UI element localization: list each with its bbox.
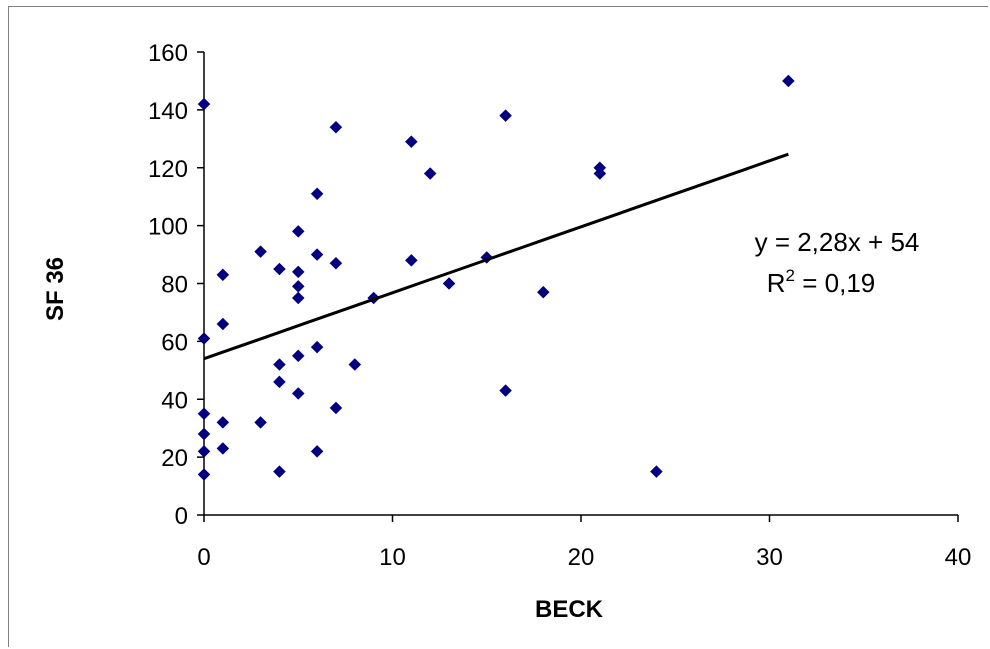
x-tick-label: 30 (756, 544, 783, 571)
data-point (216, 268, 230, 282)
y-tick-label: 140 (148, 98, 188, 125)
data-point (423, 167, 437, 180)
data-point (329, 120, 343, 134)
data-point (254, 245, 267, 259)
y-tick-label: 40 (161, 387, 188, 414)
y-tick-label: 100 (148, 214, 188, 241)
y-tick-label: 20 (161, 445, 188, 472)
data-point (499, 109, 512, 123)
data-point (291, 225, 305, 238)
x-tick-label: 20 (568, 544, 595, 571)
x-ticks: 0 10 20 30 40 (197, 515, 971, 571)
y-tick-label: 0 (175, 503, 188, 530)
data-point (291, 280, 305, 293)
data-point (291, 291, 305, 305)
data-point (197, 97, 211, 111)
y-tick-label: 120 (148, 156, 188, 183)
y-tick-label: 160 (148, 40, 188, 67)
data-point (329, 401, 343, 415)
data-point (650, 465, 663, 478)
data-point (781, 74, 795, 88)
data-point (329, 256, 343, 270)
x-tick-label: 40 (945, 544, 972, 571)
data-point (197, 444, 211, 458)
data-point (273, 262, 286, 276)
data-point (197, 468, 211, 481)
data-point (197, 332, 211, 345)
data-point (310, 340, 324, 354)
data-point (216, 416, 230, 429)
r-squared-value: = 0,19 (795, 268, 875, 298)
y-axis-title: SF 36 (42, 257, 69, 321)
chart-frame: 0 20 40 60 80 100 120 140 160 0 10 20 30 40 BECK SF … (8, 6, 988, 647)
data-points (197, 74, 795, 481)
x-tick-label: 0 (197, 544, 210, 571)
data-point (273, 375, 286, 389)
trend-equation: y = 2,28x + 54 (755, 227, 920, 257)
y-tick-label: 60 (161, 329, 188, 356)
x-tick-label: 10 (379, 544, 406, 571)
data-point (442, 277, 456, 290)
y-tick-label: 80 (161, 272, 188, 299)
data-point (216, 317, 230, 331)
data-point (197, 407, 211, 421)
data-point (536, 285, 550, 299)
data-point (404, 253, 418, 267)
y-ticks: 0 20 40 60 80 100 120 140 160 (148, 40, 204, 530)
data-point (273, 358, 286, 371)
trend-line (203, 152, 789, 361)
data-point (593, 167, 607, 180)
data-point (310, 248, 324, 261)
r-squared-prefix: R (767, 268, 786, 298)
scatter-chart: 0 20 40 60 80 100 120 140 160 0 10 20 30 40 BECK SF … (42, 40, 971, 623)
r-squared-label: R2 = 0,19 (767, 266, 875, 298)
r-squared-exponent: 2 (786, 266, 795, 285)
data-point (291, 265, 305, 279)
data-point (310, 444, 324, 458)
data-point (310, 187, 324, 201)
data-point (291, 387, 305, 400)
data-point (291, 349, 305, 363)
data-point (404, 135, 418, 149)
data-point (254, 416, 267, 429)
x-axis-title: BECK (535, 596, 604, 623)
data-point (499, 384, 512, 397)
data-point (197, 427, 211, 441)
data-point (348, 358, 362, 371)
data-point (273, 465, 286, 478)
data-point (216, 442, 230, 455)
